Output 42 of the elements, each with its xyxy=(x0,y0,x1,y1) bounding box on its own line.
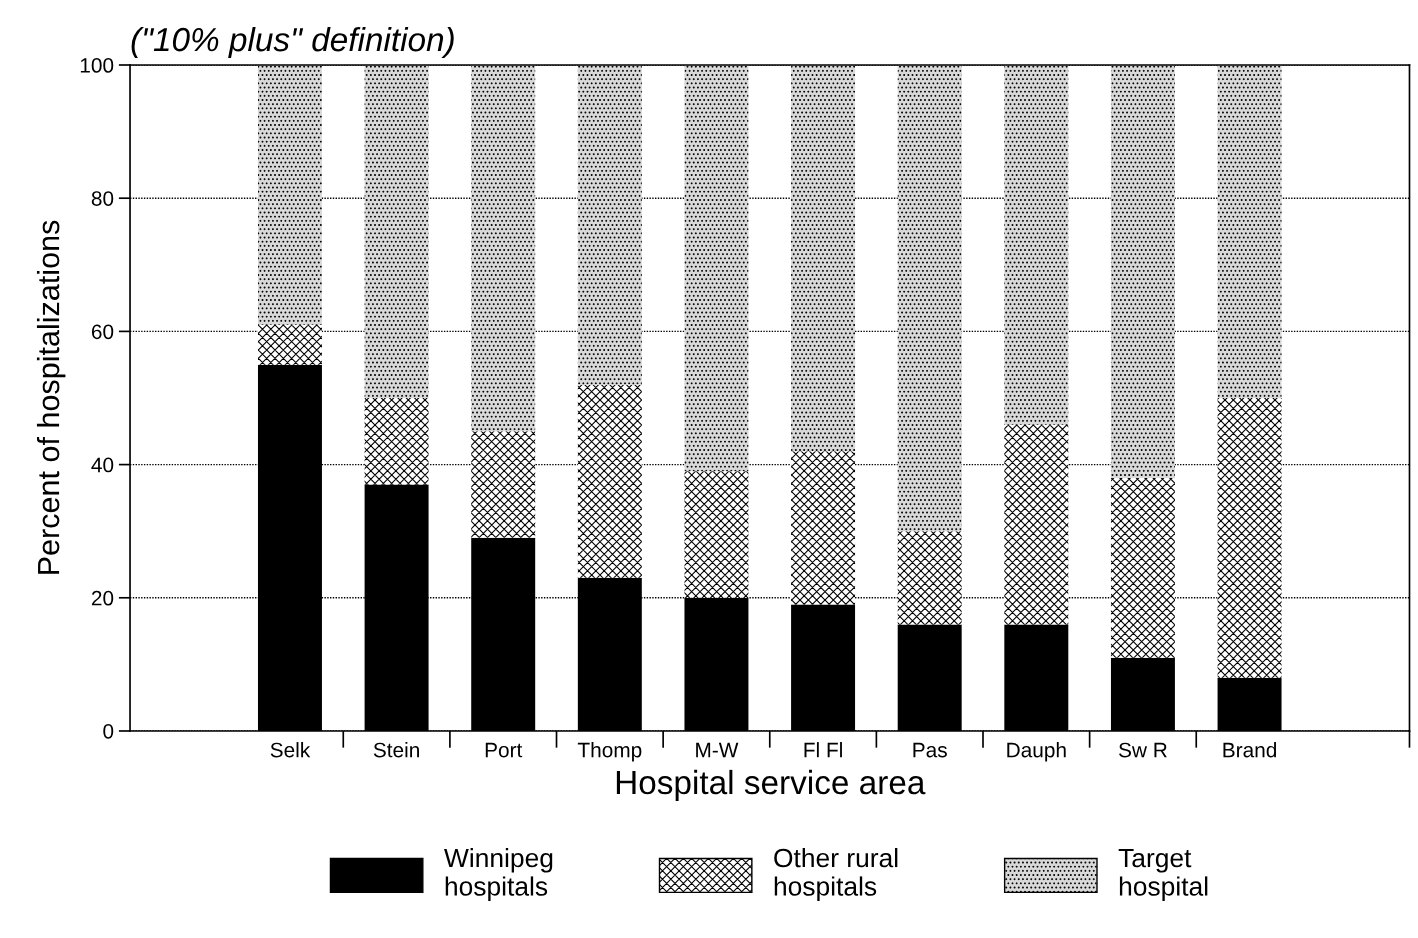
y-tick-label: 40 xyxy=(91,457,114,473)
x-tick-label: Brand xyxy=(1223,742,1277,758)
x-tick-label: Port xyxy=(485,742,523,758)
bar xyxy=(791,451,856,605)
bar xyxy=(1004,424,1069,625)
y-tick-label: 80 xyxy=(91,191,114,206)
y-axis-title: Percent of hospitalizations xyxy=(36,220,66,574)
bar xyxy=(1217,65,1282,398)
bar xyxy=(1110,65,1175,478)
x-tick-label: Thomp xyxy=(577,742,642,762)
x-tick-label: Selk xyxy=(270,742,311,758)
bar xyxy=(1004,65,1069,425)
x-tick-label: Dauph xyxy=(1007,742,1066,762)
bar xyxy=(684,65,749,472)
x-tick-label: Fl Fl xyxy=(804,742,842,758)
y-tick-label: 60 xyxy=(91,324,114,340)
x-axis-title: Hospital service area xyxy=(616,769,926,801)
bar xyxy=(791,65,856,452)
bar xyxy=(471,431,536,538)
bar xyxy=(1110,477,1175,658)
bar xyxy=(577,384,642,578)
x-tick-label: Sw R xyxy=(1119,742,1167,758)
legend-label: Other rural hospitals xyxy=(774,847,898,901)
x-tick-label: M-W xyxy=(696,742,739,758)
bar xyxy=(364,65,429,398)
legend-label: Winnipeg hospitals xyxy=(444,847,553,901)
y-tick-label: 100 xyxy=(80,58,114,73)
bar xyxy=(364,397,429,485)
bar xyxy=(577,65,642,385)
bar xyxy=(471,65,536,432)
x-tick-label: Pas xyxy=(913,742,947,758)
bar xyxy=(257,65,322,325)
bar xyxy=(897,65,962,532)
y-tick-label: 20 xyxy=(91,590,114,606)
y-tick-label: 0 xyxy=(103,723,114,739)
bar xyxy=(257,324,322,365)
legend-label: Target hospital xyxy=(1118,848,1208,901)
chart-title: ("10% plus" definition) xyxy=(131,26,454,59)
x-tick-label: Stein xyxy=(373,742,419,758)
bar xyxy=(1217,397,1282,678)
bar xyxy=(684,471,749,598)
bar xyxy=(897,531,962,625)
